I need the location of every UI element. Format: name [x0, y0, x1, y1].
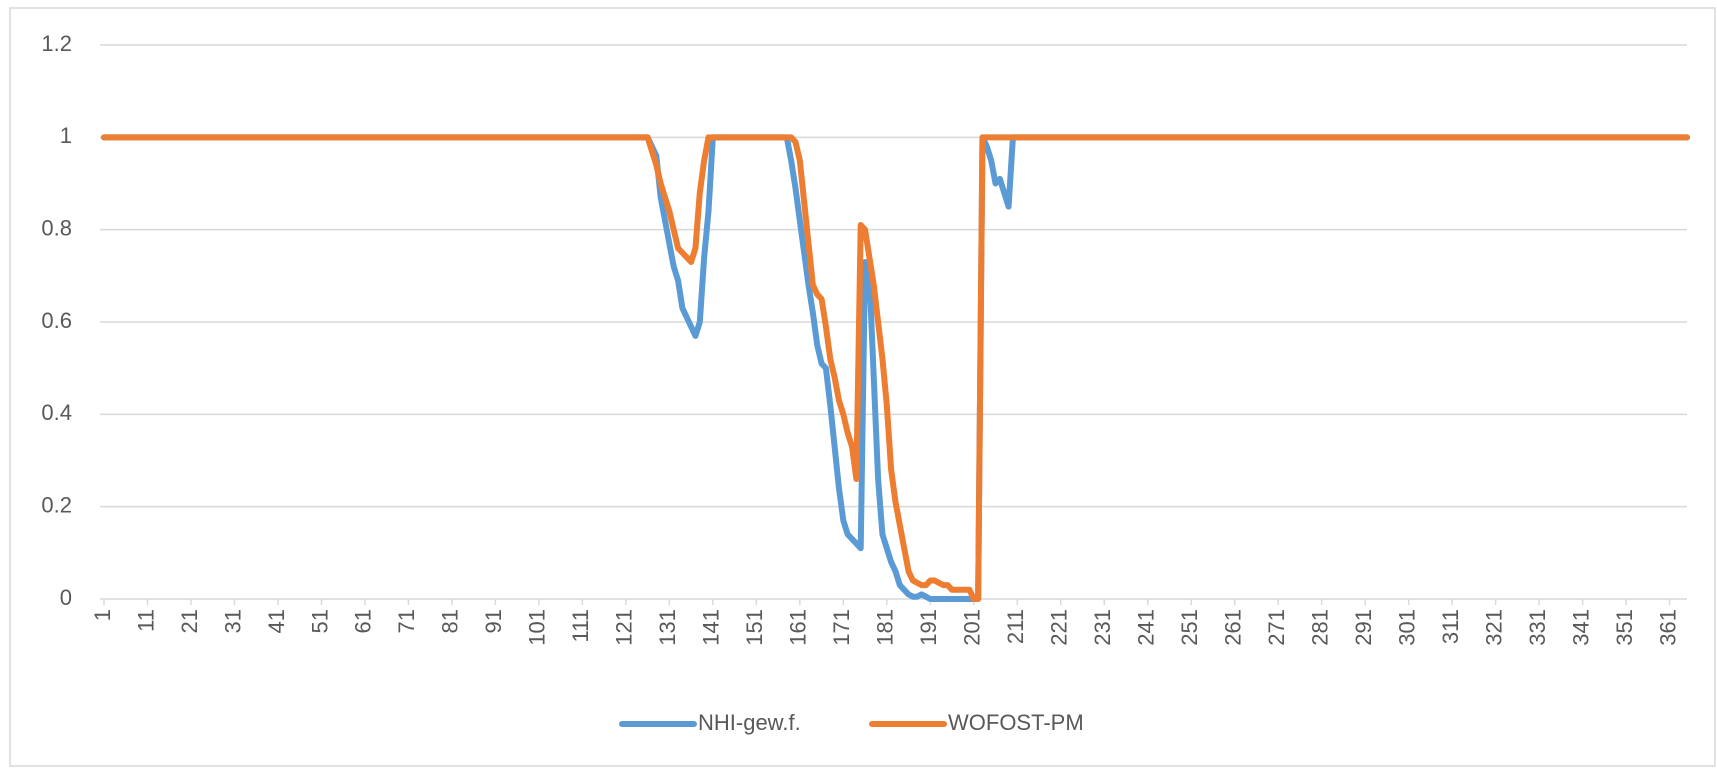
x-tick-label: 191	[916, 609, 941, 646]
x-tick-label: 301	[1394, 609, 1419, 646]
x-tick-label: 101	[525, 609, 550, 646]
x-tick-label: 261	[1221, 609, 1246, 646]
x-tick-label: 11	[133, 609, 158, 632]
x-tick-label: 201	[960, 609, 985, 646]
x-tick-label: 131	[655, 609, 680, 646]
x-tick-label: 311	[1438, 609, 1463, 644]
x-tick-label: 351	[1612, 609, 1637, 646]
x-tick-label: 51	[307, 609, 332, 633]
x-tick-label: 91	[481, 609, 506, 633]
legend-label: WOFOST-PM	[948, 710, 1084, 735]
x-tick-label: 171	[829, 609, 854, 646]
y-tick-label: 0.6	[41, 308, 72, 333]
x-tick-label: 61	[351, 609, 376, 633]
x-tick-label: 111	[568, 609, 593, 642]
x-tick-label: 241	[1134, 609, 1159, 646]
x-tick-label: 231	[1090, 609, 1115, 646]
x-tick-label: 291	[1351, 609, 1376, 646]
x-tick-label: 161	[786, 609, 811, 646]
x-tick-label: 71	[394, 609, 419, 633]
x-tick-label: 31	[220, 609, 245, 633]
x-tick-label: 141	[699, 609, 724, 646]
x-tick-label: 331	[1525, 609, 1550, 646]
x-tick-label: 181	[873, 609, 898, 646]
x-tick-label: 271	[1264, 609, 1289, 646]
legend-label: NHI-gew.f.	[698, 710, 801, 735]
y-tick-label: 1	[60, 123, 72, 148]
x-tick-label: 221	[1047, 609, 1072, 646]
y-tick-label: 0.2	[41, 492, 72, 517]
y-tick-label: 0.8	[41, 215, 72, 240]
x-tick-label: 121	[612, 609, 637, 646]
x-tick-label: 251	[1177, 609, 1202, 646]
y-tick-label: 1.2	[41, 31, 72, 56]
x-tick-label: 281	[1308, 609, 1333, 646]
series-line	[101, 134, 1690, 602]
x-tick-label: 41	[264, 609, 289, 633]
x-tick-label: 211	[1003, 609, 1028, 644]
x-tick-label: 21	[177, 609, 202, 633]
x-tick-label: 321	[1481, 609, 1506, 646]
x-tick-label: 81	[438, 609, 463, 633]
y-tick-label: 0.4	[41, 400, 72, 425]
x-tick-label: 341	[1568, 609, 1593, 646]
x-tick-label: 1	[90, 609, 115, 621]
x-tick-label: 151	[742, 609, 767, 646]
x-tick-label: 361	[1655, 609, 1680, 646]
y-tick-label: 0	[60, 585, 72, 610]
